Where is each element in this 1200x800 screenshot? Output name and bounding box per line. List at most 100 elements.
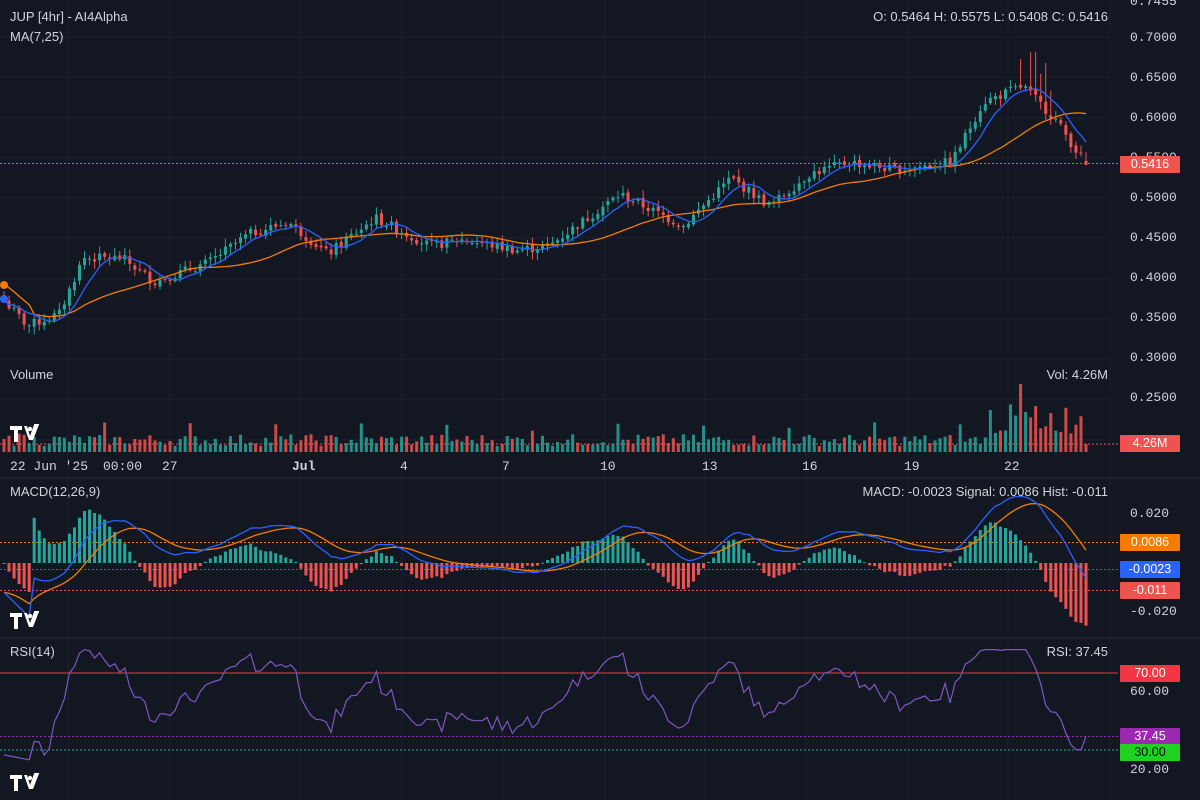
candle-body [988, 97, 992, 104]
macd-histogram-bar [143, 563, 147, 573]
volume-bar [978, 443, 982, 452]
candle-body [983, 104, 987, 111]
candle-body [993, 96, 997, 100]
macd-histogram-bar [374, 551, 378, 563]
price-axis-label: 0.5000 [1130, 190, 1177, 205]
macd-histogram-bar [178, 563, 182, 579]
macd-histogram-bar [571, 547, 575, 563]
macd-histogram-bar [1029, 552, 1033, 563]
candle-body [274, 223, 278, 227]
volume-bar [193, 436, 197, 452]
macd-histogram-bar [440, 563, 444, 578]
volume-bar [913, 436, 917, 452]
candle-body [1019, 84, 1023, 88]
macd-histogram-bar [948, 563, 952, 567]
macd-histogram-bar [535, 563, 539, 566]
macd-histogram-bar [958, 556, 962, 563]
macd-histogram-bar [510, 563, 514, 570]
candle-body [918, 166, 922, 169]
macd-histogram-bar [546, 560, 550, 563]
candle-body [223, 246, 227, 255]
price-axis-label: 0.4000 [1130, 270, 1177, 285]
macd-histogram-bar [691, 563, 695, 582]
candle-body [37, 319, 41, 325]
candle-body [415, 239, 419, 244]
volume-bar [213, 438, 217, 452]
price-axis-label: 0.3500 [1130, 310, 1177, 325]
candle-body [425, 240, 429, 245]
macd-histogram-bar [591, 541, 595, 563]
volume-bar [822, 440, 826, 452]
volume-bar [878, 438, 882, 452]
volume-bar [103, 422, 107, 452]
macd-histogram-bar [973, 536, 977, 563]
volume-bar [1034, 406, 1038, 452]
macd-histogram-bar [661, 563, 665, 577]
macd-histogram-bar [264, 551, 268, 563]
macd-histogram-bar [485, 563, 489, 567]
volume-bar [883, 440, 887, 452]
candle-body [611, 197, 615, 201]
macd-histogram-bar [782, 563, 786, 575]
volume-bar [47, 443, 51, 452]
volume-bar [591, 444, 595, 452]
volume-bar [425, 442, 429, 452]
macd-histogram-bar [1044, 563, 1048, 583]
candle-body [133, 265, 137, 270]
candle-body [359, 229, 363, 233]
volume-bar [354, 442, 358, 452]
macd-histogram-bar [77, 517, 81, 563]
volume-bar [349, 439, 353, 452]
volume-bar [571, 434, 575, 452]
candle-body [636, 199, 640, 201]
macd-histogram-bar [490, 563, 494, 568]
macd-histogram-bar [777, 563, 781, 576]
candle-body [737, 176, 741, 183]
macd-histogram-bar [319, 563, 323, 589]
macd-histogram-bar [556, 555, 560, 563]
volume-bar [163, 444, 167, 452]
volume-bar [566, 439, 570, 452]
volume-bar [364, 437, 368, 452]
volume-bar [27, 443, 31, 452]
macd-histogram-bar [893, 563, 897, 572]
candle-body [354, 233, 358, 235]
candle-body [1024, 86, 1028, 89]
volume-bar [837, 443, 841, 452]
candle-body [329, 249, 333, 255]
macd-histogram-bar [903, 563, 907, 577]
candle-body [445, 238, 449, 248]
macd-histogram-bar [847, 554, 851, 563]
macd-histogram-bar [732, 539, 736, 563]
macd-histogram-bar [696, 563, 701, 575]
candle-body [269, 225, 273, 231]
candle-body [812, 171, 816, 179]
volume-bar [1049, 413, 1053, 452]
candle-body [691, 214, 695, 225]
candle-body [686, 223, 690, 228]
volume-bar [636, 434, 640, 452]
candle-body [12, 307, 16, 309]
candle-body [228, 243, 232, 247]
rsi-axis-60: 60.00 [1130, 684, 1170, 699]
candle-body [757, 195, 761, 199]
macd-histogram-bar [581, 541, 585, 563]
volume-bar [948, 434, 952, 452]
macd-histogram-bar [198, 563, 202, 567]
volume-bar [938, 438, 942, 452]
volume-bar [12, 445, 16, 452]
candle-body [395, 221, 399, 234]
volume-bar [67, 441, 71, 452]
macd-histogram-bar [284, 557, 288, 563]
macd-histogram-bar [334, 563, 338, 587]
candle-body [294, 224, 298, 226]
macd-histogram-bar [249, 543, 253, 563]
volume-bar [858, 444, 862, 452]
price-axis-label: 0.4500 [1130, 230, 1177, 245]
macd-hist-tag: -0.011 [1120, 582, 1180, 599]
candle-body [747, 186, 751, 193]
volume-bar [1074, 424, 1078, 452]
volume-bar [656, 436, 660, 452]
candle-body [435, 240, 439, 243]
